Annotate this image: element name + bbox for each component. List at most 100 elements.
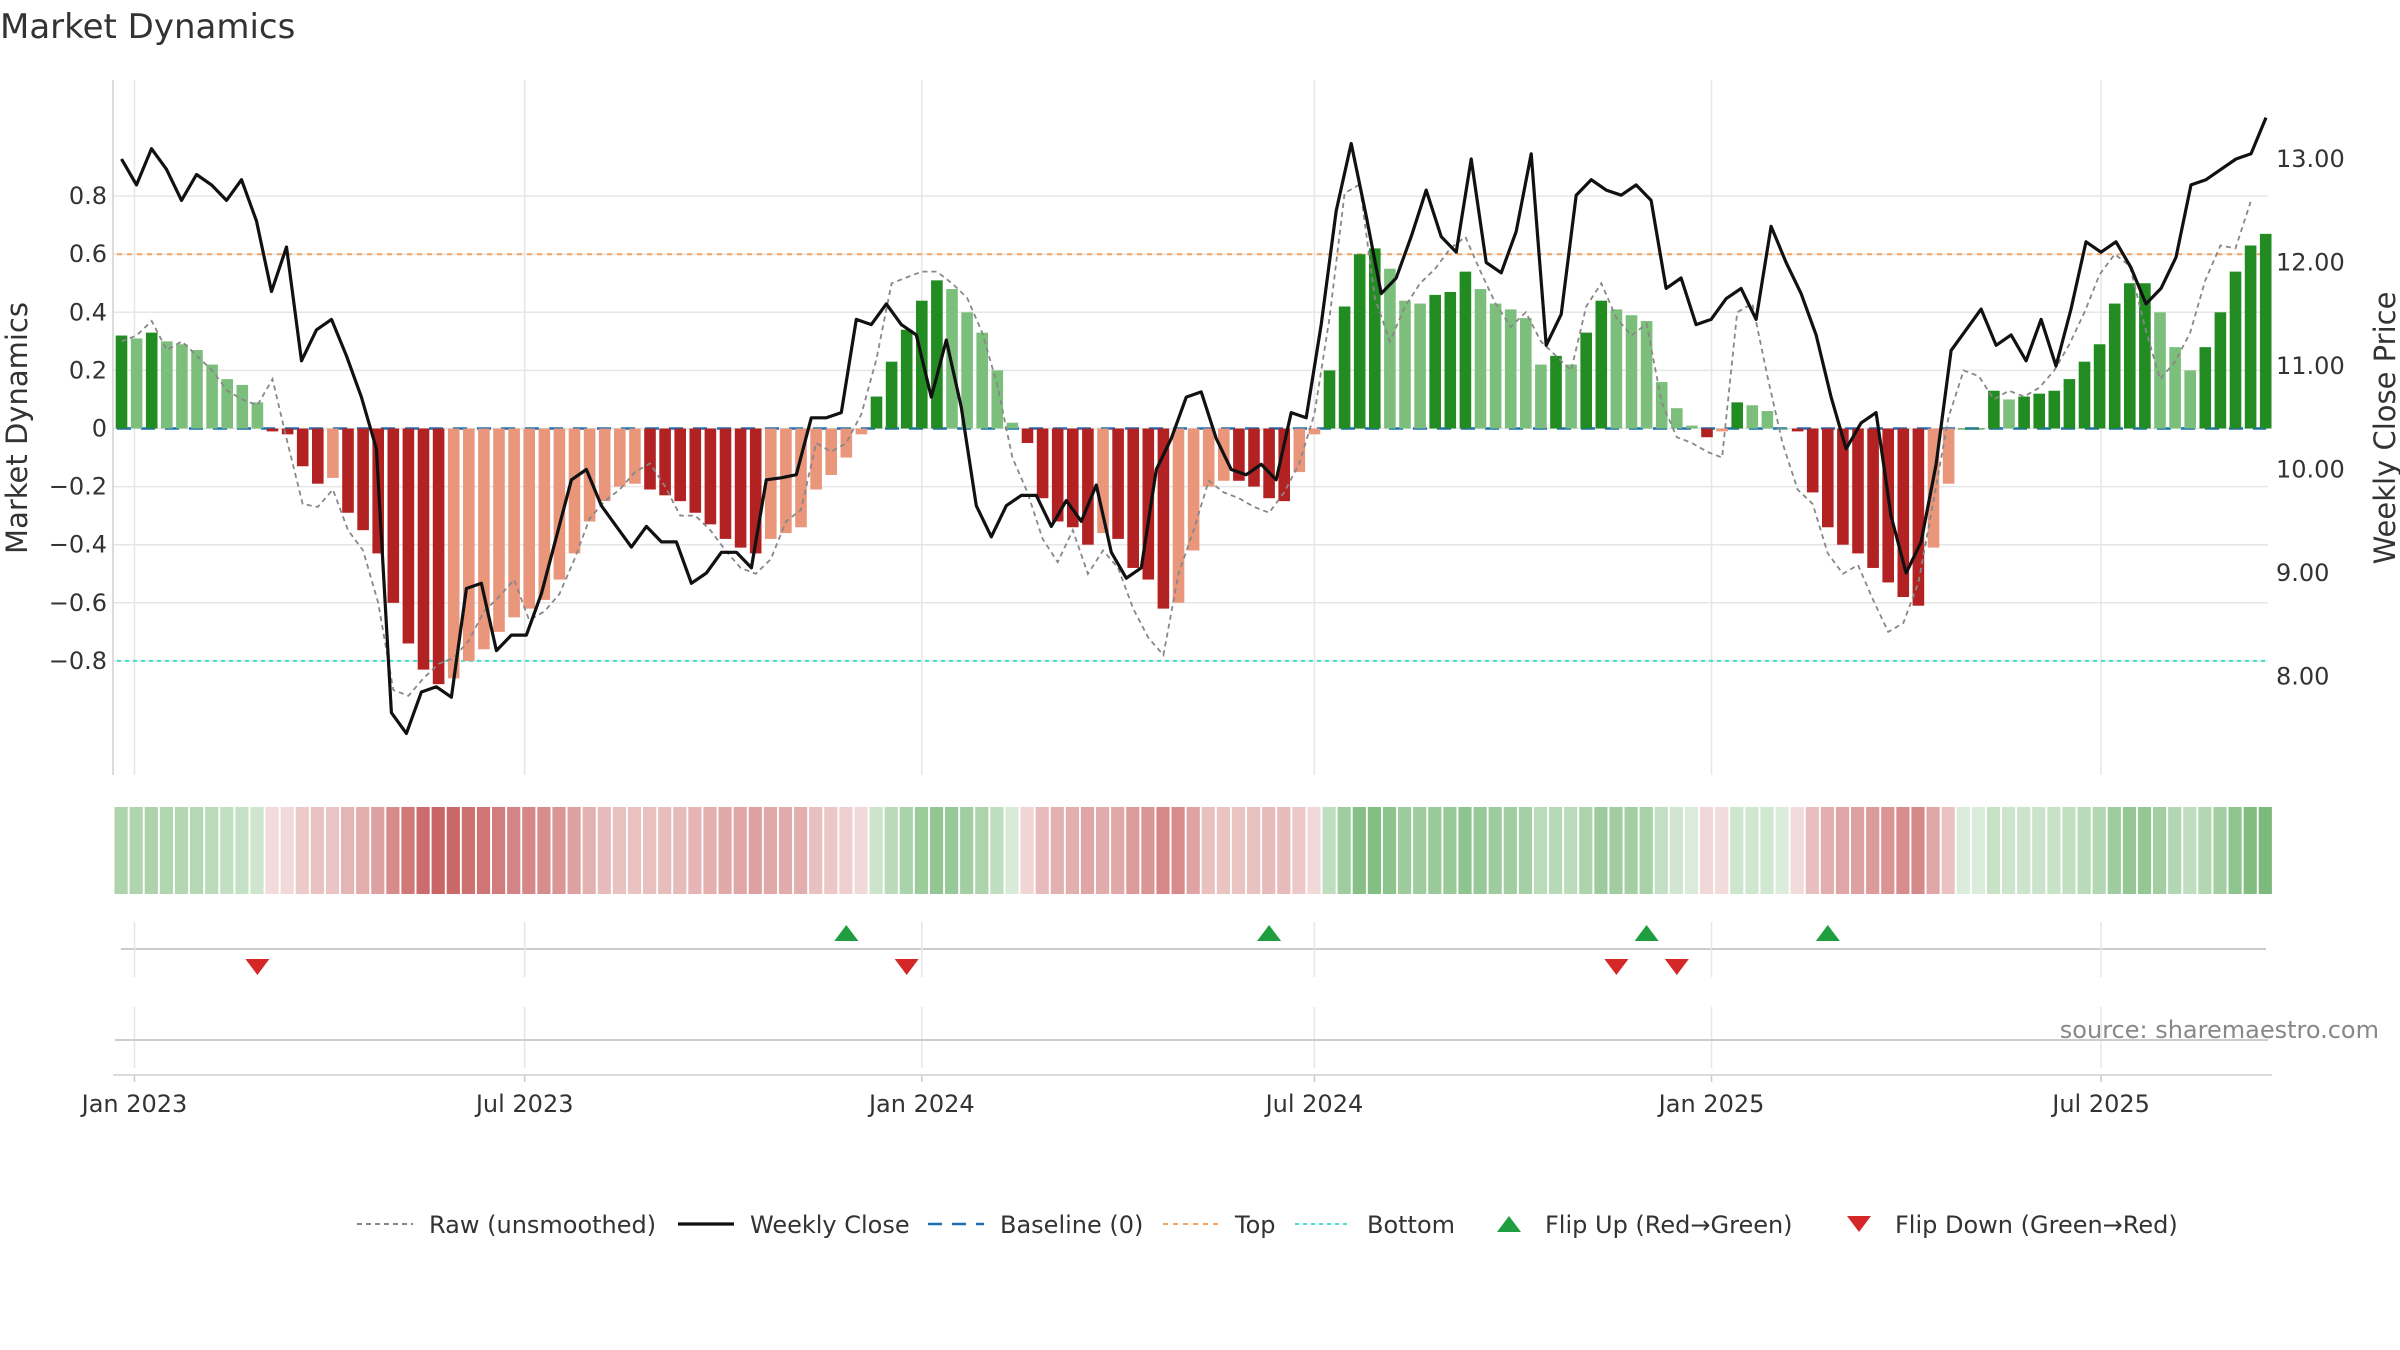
- legend: Raw (unsmoothed) Weekly Close Baseline (0)…: [357, 1211, 2178, 1239]
- momentum-bar: [553, 428, 566, 580]
- heat-cell: [763, 807, 777, 894]
- momentum-bar: [2093, 344, 2106, 429]
- momentum-bar: [1051, 428, 1064, 522]
- heat-cell: [1096, 807, 1110, 894]
- flip-down-marker: [894, 959, 919, 975]
- momentum-bar: [523, 428, 535, 609]
- left-axis-label: Market Dynamics: [0, 302, 34, 554]
- heat-cell: [1805, 807, 1819, 894]
- momentum-bar: [266, 428, 279, 432]
- momentum-bar: [614, 428, 626, 487]
- right-axis-label: Weekly Close Price: [2368, 292, 2400, 565]
- momentum-bar: [1353, 254, 1366, 429]
- heat-cell: [1549, 807, 1563, 894]
- right-tick-label: 8.00: [2276, 663, 2329, 691]
- momentum-bar: [1655, 382, 1668, 429]
- heat-cell: [386, 807, 400, 894]
- heat-cell: [688, 807, 702, 894]
- momentum-bar: [1142, 428, 1155, 580]
- momentum-bar: [810, 428, 822, 490]
- momentum-bar: [1323, 370, 1336, 429]
- heat-cell: [2092, 807, 2106, 894]
- heat-cell: [1715, 807, 1729, 894]
- heat-cell: [1503, 807, 1517, 894]
- momentum-bar: [1671, 408, 1683, 429]
- heat-cell: [1141, 807, 1155, 894]
- heat-cell: [1488, 807, 1502, 894]
- heat-cell: [2183, 807, 2197, 894]
- heat-cell: [1579, 807, 1593, 894]
- right-tick-label: 13.00: [2276, 145, 2345, 173]
- momentum-bar: [1610, 309, 1623, 429]
- heat-cell: [1866, 807, 1880, 894]
- momentum-bar: [598, 428, 611, 502]
- momentum-bar: [1761, 411, 1774, 429]
- heat-cell: [552, 807, 566, 894]
- heat-cell: [1956, 807, 1970, 894]
- heat-cell: [220, 807, 234, 894]
- momentum-bar: [161, 341, 173, 429]
- x-tick-label: Jul 2023: [474, 1090, 574, 1118]
- momentum-bar: [1127, 428, 1139, 568]
- heat-cell: [1005, 807, 1019, 894]
- momentum-bar: [689, 428, 702, 513]
- legend-label: Top: [1234, 1211, 1276, 1239]
- regime-heat-strip: [114, 807, 2272, 894]
- momentum-bar: [2259, 233, 2272, 429]
- main-panel: 0.8 0.6 0.4 0.2 0 −0.2 −0.4 −0.6 −0.8 13.00 12.00…: [0, 80, 2400, 775]
- bottom-panel: source: sharemaestro.com: [113, 1016, 2379, 1076]
- legend-item-close: Weekly Close: [678, 1211, 910, 1239]
- heat-cell: [2032, 807, 2046, 894]
- heat-cell: [839, 807, 853, 894]
- heat-cell: [2168, 807, 2182, 894]
- heat-cell: [522, 807, 536, 894]
- momentum-bar: [1806, 428, 1819, 493]
- heat-cell: [2122, 807, 2136, 894]
- momentum-bar: [1187, 428, 1200, 551]
- momentum-bar: [1942, 428, 1955, 484]
- left-tick-label: −0.8: [49, 647, 107, 675]
- heat-cell: [884, 807, 898, 894]
- momentum-bar: [508, 428, 520, 618]
- momentum-bar: [1625, 315, 1638, 429]
- heat-cell: [1216, 807, 1230, 894]
- flip-down-marker: [245, 959, 270, 975]
- heat-cell: [824, 807, 838, 894]
- momentum-bar: [1097, 428, 1109, 534]
- heat-cell: [1609, 807, 1623, 894]
- heat-cell: [1971, 807, 1985, 894]
- momentum-bar: [296, 428, 309, 467]
- momentum-bar: [1550, 355, 1562, 429]
- flip-up-marker: [1815, 925, 1840, 941]
- momentum-bar: [1731, 402, 1743, 429]
- heat-cell: [1851, 807, 1865, 894]
- heat-cell: [537, 807, 551, 894]
- heat-cell: [733, 807, 747, 894]
- heat-cell: [990, 807, 1004, 894]
- left-tick-label: 0: [92, 415, 107, 443]
- momentum-bar: [1338, 306, 1351, 429]
- heat-cell: [114, 807, 128, 894]
- heat-cell: [1594, 807, 1608, 894]
- momentum-bar: [2033, 393, 2045, 429]
- heat-cell: [461, 807, 475, 894]
- heat-cell: [854, 807, 868, 894]
- momentum-bar: [1293, 428, 1306, 473]
- momentum-bar: [719, 428, 732, 539]
- momentum-bar: [2154, 312, 2166, 429]
- momentum-bar: [402, 428, 415, 644]
- right-tick-labels: 13.00 12.00 11.00 10.00 9.00 8.00: [2276, 145, 2345, 691]
- momentum-bar: [1459, 271, 1472, 429]
- momentum-bar: [1686, 425, 1698, 429]
- x-tick-label: Jul 2025: [2050, 1090, 2150, 1118]
- momentum-bar: [1233, 428, 1245, 481]
- x-tick-label: Jul 2024: [1264, 1090, 1364, 1118]
- momentum-bar: [2048, 390, 2061, 429]
- heat-cell: [1911, 807, 1925, 894]
- momentum-bar: [1822, 428, 1834, 528]
- momentum-bar: [2108, 303, 2121, 429]
- legend-item-top: Top: [1163, 1211, 1276, 1239]
- momentum-bar: [538, 428, 551, 600]
- momentum-bar: [840, 428, 853, 458]
- momentum-bar: [765, 428, 777, 539]
